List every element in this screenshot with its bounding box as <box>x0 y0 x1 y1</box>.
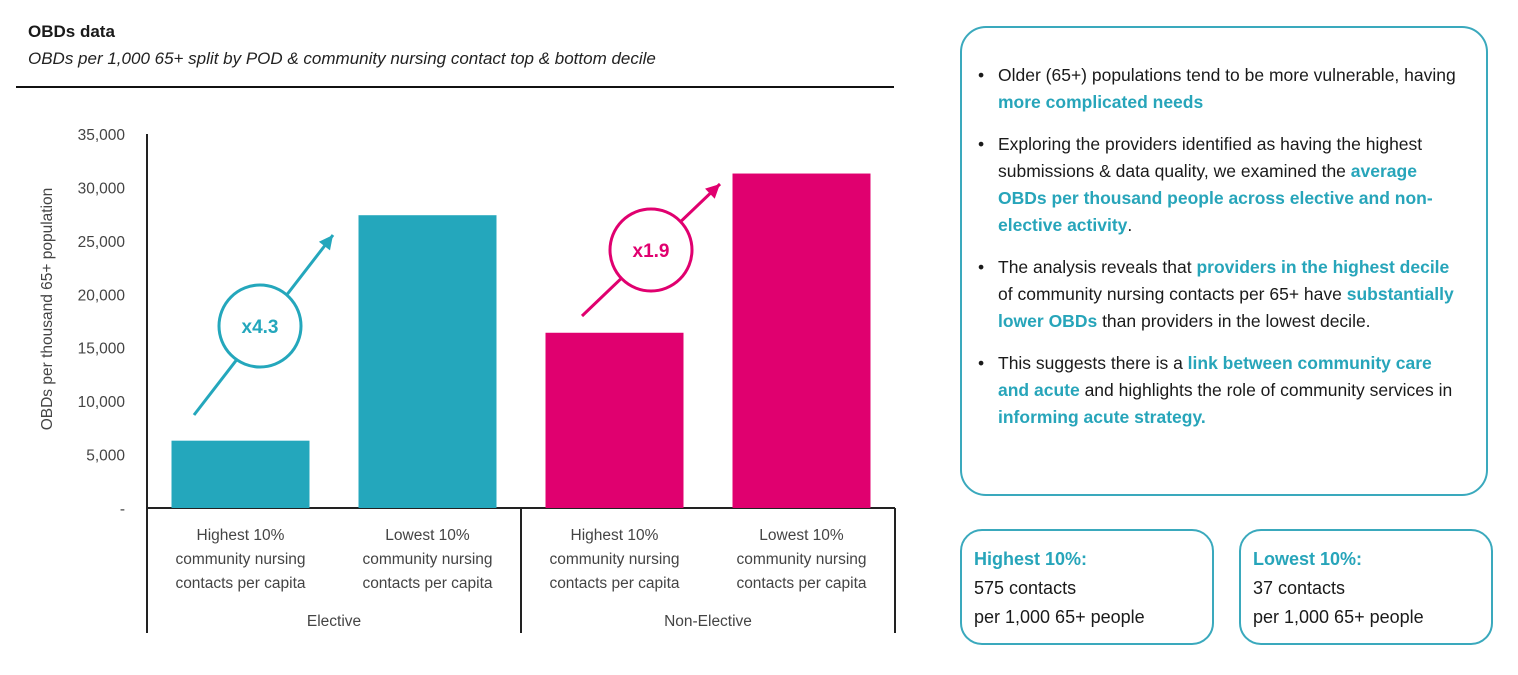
lowest-decile-unit: per 1,000 65+ people <box>1253 607 1424 627</box>
x-tick-label: community nursing <box>362 551 492 568</box>
insight-bullet: This suggests there is a link between co… <box>978 350 1460 431</box>
ratio-non-elective-label: x1.9 <box>633 241 670 262</box>
bar-chart: - 5,000 10,000 15,000 20,000 25,000 30,000 35,0… <box>39 127 896 633</box>
x-tick-label: community nursing <box>549 551 679 568</box>
insight-highlight: informing acute strategy. <box>998 407 1206 427</box>
insight-text: The analysis reveals that <box>998 257 1197 277</box>
insight-text: than providers in the lowest decile. <box>1097 311 1371 331</box>
highest-decile-unit: per 1,000 65+ people <box>974 607 1145 627</box>
insight-text: of community nursing contacts per 65+ ha… <box>998 284 1347 304</box>
y-tick-label: 20,000 <box>78 287 126 304</box>
ratio-non-elective-circle <box>608 207 694 293</box>
insight-bullet: Exploring the providers identified as ha… <box>978 131 1460 239</box>
bar <box>545 332 684 508</box>
bar <box>171 440 310 508</box>
insights-list: Older (65+) populations tend to be more … <box>962 28 1486 431</box>
insight-bullet: Older (65+) populations tend to be more … <box>978 62 1460 116</box>
x-tick-label: contacts per capita <box>175 575 305 592</box>
group-label: Non-Elective <box>664 613 752 630</box>
insights-panel: Older (65+) populations tend to be more … <box>960 26 1488 496</box>
x-tick-label: community nursing <box>175 551 305 568</box>
insight-highlight: substantially lower OBDs <box>998 284 1454 331</box>
insight-text: This suggests there is a <box>998 353 1188 373</box>
insight-highlight: average OBDs per thousand people across … <box>998 161 1433 235</box>
chart-title: OBDs data <box>28 22 115 41</box>
x-tick-label: Lowest 10% <box>385 527 470 544</box>
lowest-decile-heading: Lowest 10%: <box>1253 549 1363 569</box>
highest-decile-heading: Highest 10%: <box>974 549 1088 569</box>
highest-decile-contacts: 575 contacts <box>974 578 1077 598</box>
y-tick-label: 35,000 <box>78 127 126 144</box>
y-axis-label: OBDs per thousand 65+ population <box>39 188 56 431</box>
insight-highlight: more complicated needs <box>998 92 1204 112</box>
ratio-elective-circle <box>217 283 303 369</box>
insight-bullet: The analysis reveals that providers in t… <box>978 254 1460 335</box>
x-tick-label: contacts per capita <box>736 575 866 592</box>
y-tick-label: 15,000 <box>78 341 126 358</box>
bar <box>358 215 497 508</box>
insight-highlight: link between community care and acute <box>998 353 1432 400</box>
insight-text: Exploring the providers identified as ha… <box>998 134 1423 181</box>
y-tick-label: - <box>120 501 125 518</box>
x-tick-label: contacts per capita <box>362 575 492 592</box>
insight-text: and highlights the role of community ser… <box>1079 380 1453 400</box>
ratio-elective-label: x4.3 <box>242 317 279 338</box>
highest-decile-stat: Highest 10%: 575 contacts per 1,000 65+ … <box>960 529 1214 645</box>
bar <box>732 173 871 508</box>
x-tick-label: community nursing <box>736 551 866 568</box>
y-tick-label: 30,000 <box>78 180 126 197</box>
title-divider <box>16 86 894 88</box>
insight-highlight: providers in the highest decile <box>1196 257 1450 277</box>
x-tick-label: Highest 10% <box>571 527 659 544</box>
insight-text: . <box>1127 215 1133 235</box>
y-tick-label: 10,000 <box>78 394 126 411</box>
ratio-elective-arrowhead <box>318 235 333 251</box>
y-tick-label: 25,000 <box>78 234 126 251</box>
group-label: Elective <box>307 613 361 630</box>
insight-text: Older (65+) populations tend to be more … <box>998 65 1456 85</box>
lowest-decile-contacts: 37 contacts <box>1253 578 1346 598</box>
y-tick-label: 5,000 <box>86 448 125 465</box>
x-tick-label: Highest 10% <box>197 527 285 544</box>
ratio-non-elective-arrowhead <box>705 184 720 199</box>
lowest-decile-stat: Lowest 10%: 37 contacts per 1,000 65+ pe… <box>1239 529 1493 645</box>
x-tick-label: Lowest 10% <box>759 527 844 544</box>
x-tick-label: contacts per capita <box>549 575 679 592</box>
chart-subtitle: OBDs per 1,000 65+ split by POD & commun… <box>28 49 656 68</box>
